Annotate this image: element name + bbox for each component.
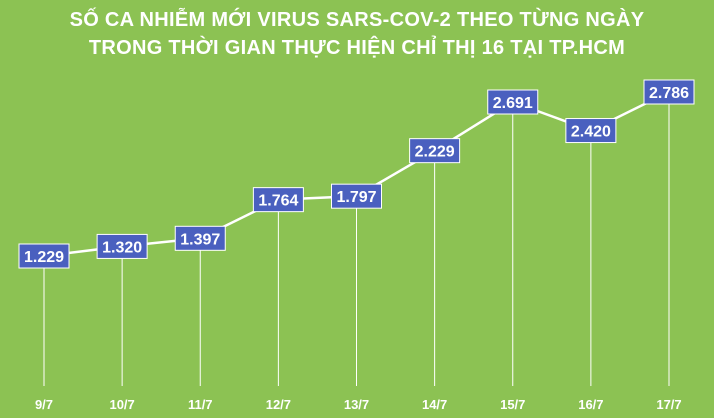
x-tick-label: 11/7	[188, 397, 213, 412]
data-label-box	[331, 183, 382, 209]
chart-title-line-2: TRONG THỜI GIAN THỰC HIỆN CHỈ THỊ 16 TẠI…	[88, 37, 626, 59]
data-label-box	[409, 138, 461, 164]
x-tick-label: 10/7	[109, 397, 134, 412]
x-tick-label: 13/7	[344, 397, 369, 412]
x-tick-label: 9/7	[35, 397, 53, 412]
x-tick-label: 15/7	[500, 397, 525, 412]
x-tick-label: 16/7	[578, 397, 603, 412]
x-tick-label: 12/7	[266, 397, 291, 412]
data-label: 2.229	[415, 144, 455, 161]
data-label: 1.397	[180, 231, 220, 248]
data-label-box	[643, 79, 695, 105]
data-label: 1.320	[102, 239, 142, 256]
data-label-box	[174, 225, 226, 251]
x-tick-label: 14/7	[422, 397, 447, 412]
data-label-box	[487, 89, 539, 115]
data-label: 2.691	[493, 95, 533, 112]
x-tick-label: 17/7	[656, 397, 681, 412]
data-label: 1.229	[24, 249, 64, 266]
data-label-box	[96, 233, 148, 259]
data-label-box	[252, 187, 304, 213]
data-label-box	[565, 118, 617, 144]
data-label: 2.786	[649, 85, 689, 102]
chart-title: SỐ CA NHIỄM MỚI VIRUS SARS-COV-2 THEO TỪ…	[0, 6, 714, 62]
data-label: 1.797	[336, 189, 376, 206]
chart-title-line-1: SỐ CA NHIỄM MỚI VIRUS SARS-COV-2 THEO TỪ…	[69, 9, 645, 31]
data-label-box	[18, 243, 70, 269]
data-label: 2.420	[571, 124, 611, 141]
data-label: 1.764	[258, 193, 298, 210]
